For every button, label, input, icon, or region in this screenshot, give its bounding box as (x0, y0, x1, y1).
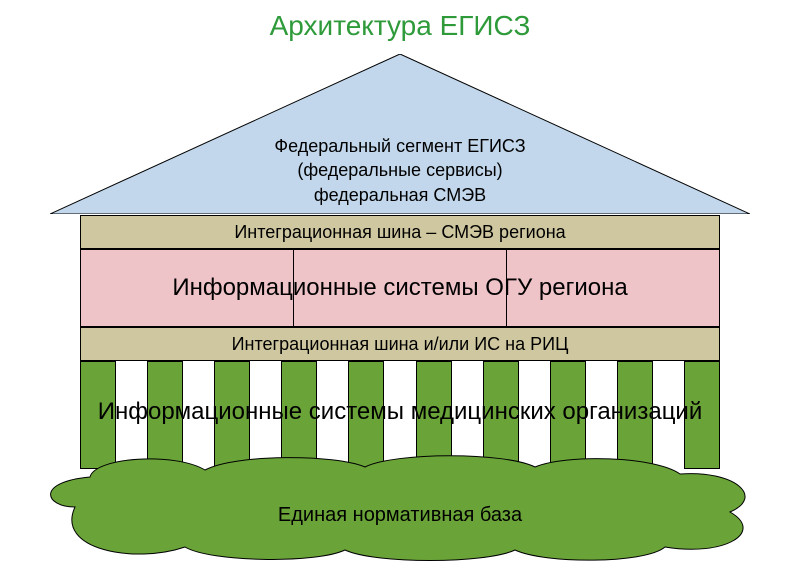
pillars-label: Информационные системы медицинских орган… (0, 398, 800, 426)
band-2-label: Информационные системы ОГУ региона (172, 274, 627, 302)
diagram-title: Архитектура ЕГИСЗ (0, 10, 800, 42)
roof-line-1: Федеральный сегмент ЕГИСЗ (0, 134, 800, 158)
roof-line-2: (федеральные сервисы) (0, 158, 800, 182)
band-integration-region: Интеграционная шина – СМЭВ региона (80, 215, 720, 249)
roof-line-3: федеральная СМЭВ (0, 183, 800, 207)
roof-text-block: Федеральный сегмент ЕГИСЗ (федеральные с… (0, 134, 800, 207)
band-1-label: Интеграционная шина – СМЭВ региона (234, 222, 565, 243)
band-info-systems-region: Информационные системы ОГУ региона (80, 249, 720, 327)
band-3-label: Интеграционная шина и/или ИС на РИЦ (232, 334, 569, 355)
foundation-label: Единая нормативная база (0, 504, 800, 527)
band-integration-ric: Интеграционная шина и/или ИС на РИЦ (80, 327, 720, 361)
